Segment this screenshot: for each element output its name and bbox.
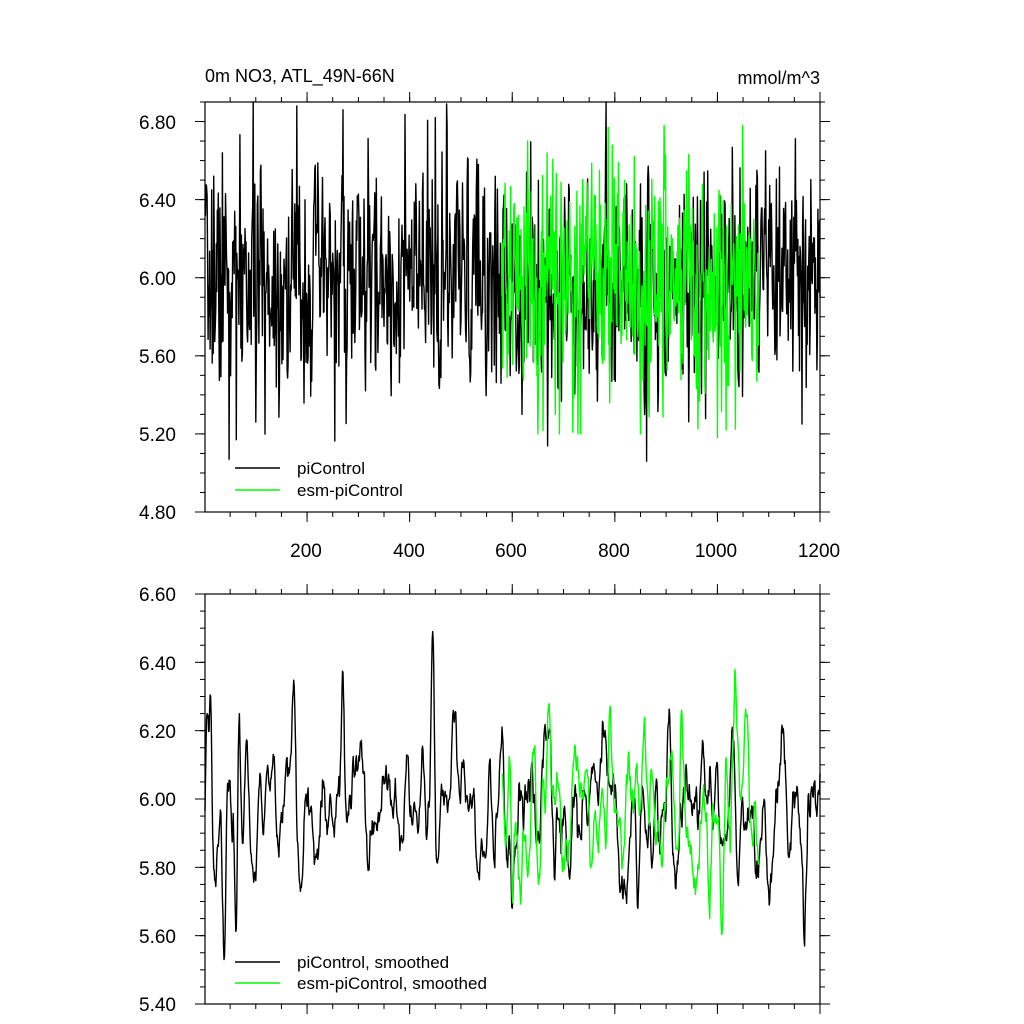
top-xtick-label-400: 400 <box>393 541 425 562</box>
series-line-picontrol-smoothed <box>204 630 821 961</box>
top-ytick-label-4-80: 4.80 <box>139 503 176 524</box>
top-ytick-label-6-40: 6.40 <box>139 191 176 212</box>
bottom-panel: 5.40 5.60 5.80 6.00 6.20 6.40 6.60 piCon… <box>139 584 830 1016</box>
legend-label-esm-picontrol-smoothed: esm-piControl, smoothed <box>297 974 487 993</box>
top-xtick-label-600: 600 <box>495 541 527 562</box>
legend-label-picontrol: piControl <box>297 459 365 478</box>
legend-label-esm-picontrol: esm-piControl <box>297 481 403 500</box>
legend-label-picontrol-smoothed: piControl, smoothed <box>297 953 449 972</box>
top-plot-series <box>204 101 821 462</box>
bottom-plot-series <box>204 630 821 961</box>
top-panel: 0m NO3, ATL_49N-66N mmol/m^3 4.80 5.20 5… <box>139 66 840 562</box>
bottom-ytick-label-6-00: 6.00 <box>139 790 176 811</box>
top-xtick-label-1000: 1000 <box>695 541 737 562</box>
top-ytick-label-5-60: 5.60 <box>139 347 176 368</box>
top-ytick-label-6-80: 6.80 <box>139 113 176 134</box>
bottom-ytick-label-5-80: 5.80 <box>139 859 176 880</box>
top-ytick-label-5-20: 5.20 <box>139 425 176 446</box>
bottom-ytick-label-6-40: 6.40 <box>139 654 176 675</box>
bottom-ytick-label-6-60: 6.60 <box>139 585 176 606</box>
series-line-picontrol <box>204 101 821 462</box>
top-ytick-label-6-00: 6.00 <box>139 269 176 290</box>
top-ticks <box>195 92 830 522</box>
bottom-ticks <box>195 584 830 1014</box>
series-line-esm-picontrol <box>501 124 760 439</box>
series-line-esm-picontrol-smoothed <box>501 668 760 936</box>
top-units: mmol/m^3 <box>738 68 820 88</box>
top-xtick-label-800: 800 <box>598 541 630 562</box>
top-xtick-label-1200: 1200 <box>798 541 840 562</box>
bottom-ytick-label-6-20: 6.20 <box>139 722 176 743</box>
top-legend: piControl esm-piControl <box>235 459 403 500</box>
top-xtick-label-200: 200 <box>290 541 322 562</box>
bottom-ytick-label-5-40: 5.40 <box>139 995 176 1016</box>
bottom-legend: piControl, smoothed esm-piControl, smoot… <box>235 953 487 993</box>
bottom-ytick-label-5-60: 5.60 <box>139 927 176 948</box>
top-title: 0m NO3, ATL_49N-66N <box>205 66 395 87</box>
